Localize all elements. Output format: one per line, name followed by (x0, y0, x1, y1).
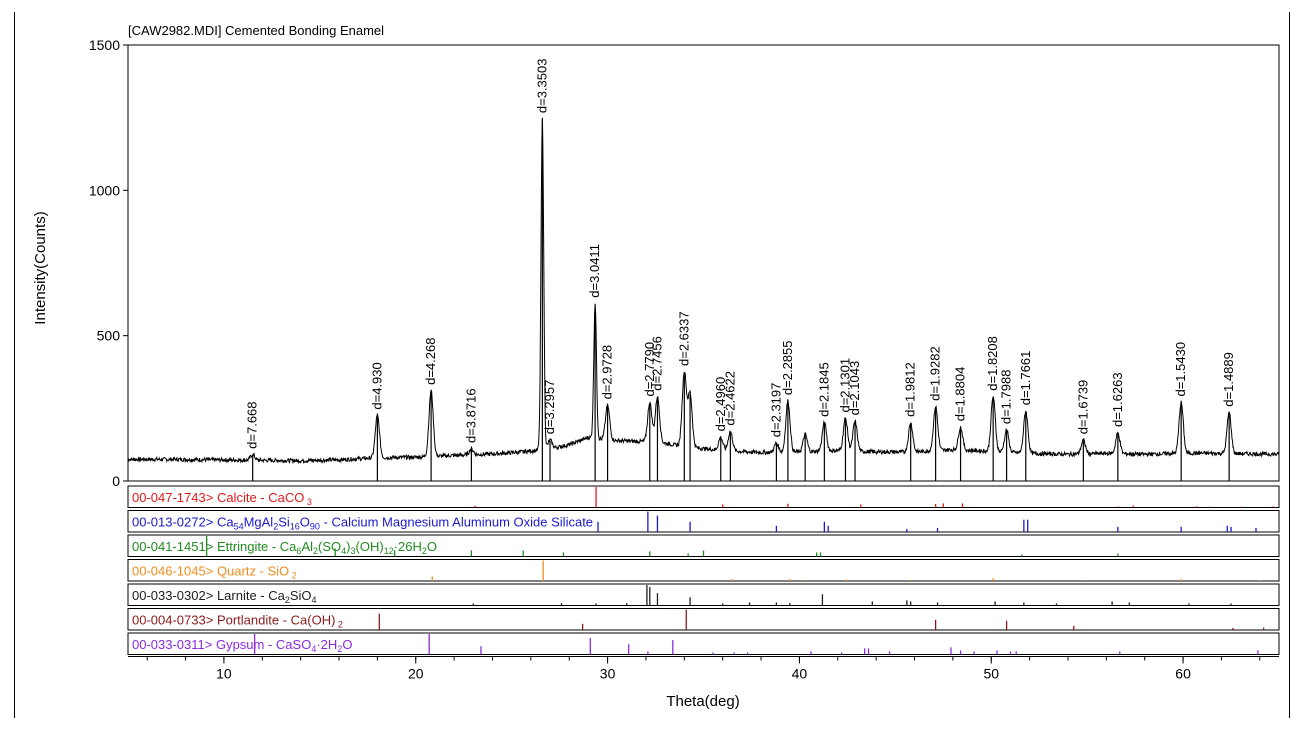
reference-label: 00-033-0311> Gypsum - CaSO4·2H2O (132, 637, 352, 654)
peak-label: d=3.2957 (542, 380, 557, 435)
xrd-chart: [CAW2982.MDI] Cemented Bonding Enamel In… (32, 23, 1280, 710)
reference-label: 00-046-1045> Quartz - SiO 2 (132, 564, 297, 581)
peak-label: d=3.8716 (463, 388, 478, 443)
peak-label: d=2.4960 (713, 377, 728, 432)
reference-label: 00-013-0272> Ca54MgAl2Si16O90 - Calcium … (132, 515, 593, 532)
peak-label: d=2.1845 (816, 362, 831, 417)
reference-panel (127, 559, 1280, 582)
reference-label: 00-004-0733> Portlandite - Ca(OH) 2 (132, 613, 343, 630)
reference-panel (127, 608, 1280, 631)
reference-label: 00-047-1743> Calcite - CaCO 3 (132, 490, 312, 507)
chart-title: [CAW2982.MDI] Cemented Bonding Enamel (128, 23, 384, 38)
peak-label: d=1.9282 (928, 346, 943, 401)
peak-label: d=2.1043 (847, 361, 862, 416)
peak-label: d=1.8804 (953, 367, 968, 422)
y-axis-label: Intensity(Counts) (32, 211, 49, 324)
plot-area (127, 44, 1280, 482)
peak-label: d=2.6337 (676, 311, 691, 366)
peak-label: d=2.3197 (768, 383, 783, 438)
peak-label: d=1.7661 (1018, 351, 1033, 406)
peak-label: d=1.5430 (1173, 342, 1188, 397)
x-tick-label: 10 (216, 666, 232, 682)
peak-label: d=7.668 (245, 401, 260, 448)
peak-label: d=4.268 (423, 338, 438, 385)
peak-label: d=2.2855 (780, 340, 795, 395)
reference-panel (127, 632, 1280, 655)
peak-label: d=1.9812 (903, 362, 918, 417)
peak-label: d=3.3503 (534, 59, 549, 114)
peak-label: d=1.6739 (1075, 380, 1090, 435)
peak-label: d=3.0411 (587, 244, 602, 298)
x-tick-label: 60 (1175, 666, 1191, 682)
peak-label: d=2.9728 (600, 345, 615, 400)
y-tick-label: 0 (112, 473, 120, 489)
reference-label: 00-041-1451> Ettringite - Ca6Al2(SO4)3(O… (132, 539, 437, 556)
y-tick-label: 1000 (89, 182, 120, 198)
chart-frame: [CAW2982.MDI] Cemented Bonding Enamel In… (14, 12, 1290, 718)
x-tick-label: 20 (408, 666, 424, 682)
peak-label: d=2.1301 (837, 358, 852, 413)
diffractogram-line (127, 117, 1280, 465)
x-tick-label: 40 (792, 666, 808, 682)
y-tick-label: 500 (97, 328, 121, 344)
reference-panel (127, 510, 1280, 533)
peak-label: d=1.4889 (1221, 352, 1236, 407)
reference-panel (127, 583, 1280, 606)
x-tick-label: 30 (600, 666, 616, 682)
reference-label: 00-033-0302> Larnite - Ca2SiO4 (132, 588, 317, 605)
y-tick-label: 1500 (89, 37, 120, 53)
peak-label: d=1.7988 (999, 370, 1014, 425)
peak-label: d=2.7456 (649, 336, 664, 391)
peak-label: d=1.8208 (985, 336, 1000, 391)
reference-panel (127, 485, 1280, 508)
peak-label: d=2.4622 (722, 371, 737, 426)
x-axis-label: Theta(deg) (666, 693, 739, 710)
peak-label: d=1.6263 (1110, 372, 1125, 427)
x-tick-label: 50 (983, 666, 999, 682)
peak-label: d=4.930 (369, 362, 384, 409)
peak-label: d=2.7790 (642, 342, 657, 397)
